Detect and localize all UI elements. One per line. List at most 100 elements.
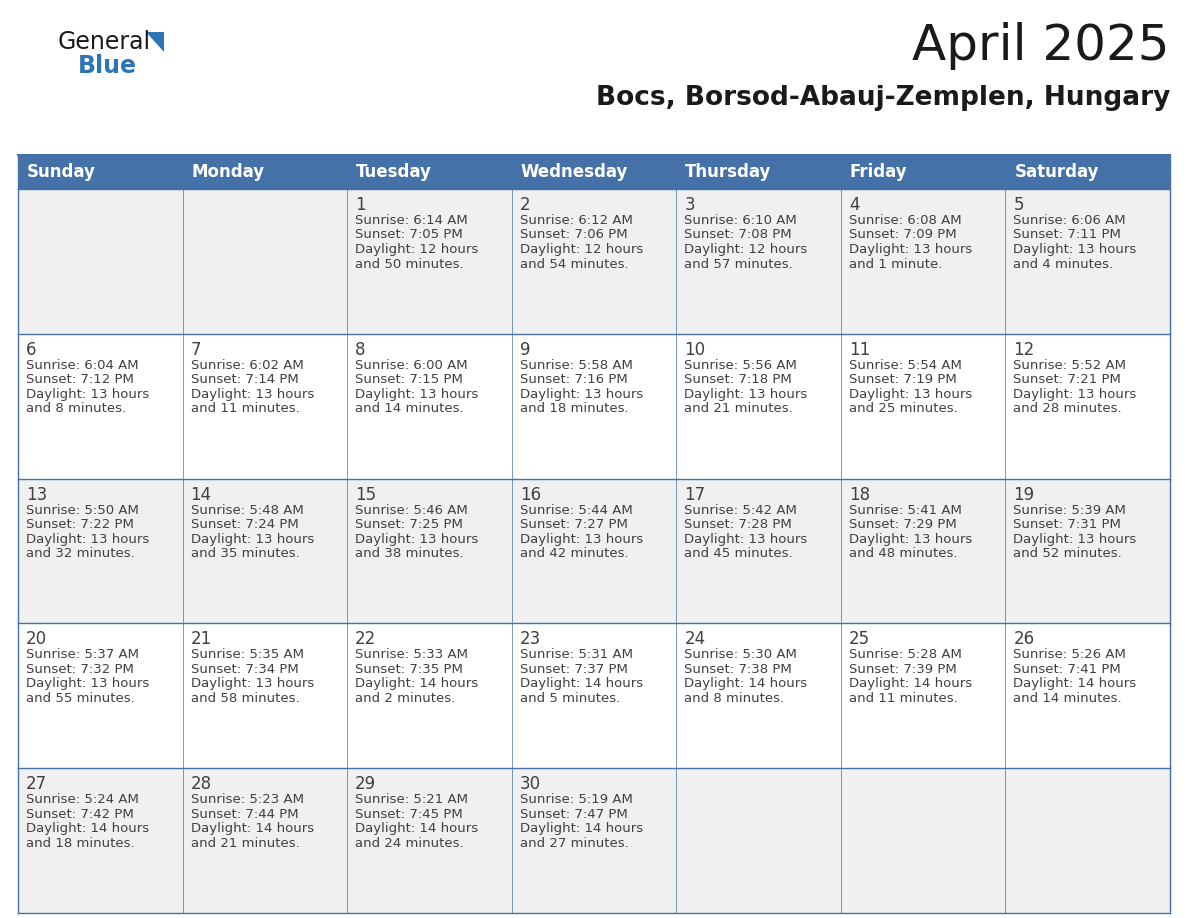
Text: Daylight: 14 hours: Daylight: 14 hours bbox=[190, 823, 314, 835]
Text: Sunset: 7:41 PM: Sunset: 7:41 PM bbox=[1013, 663, 1121, 676]
Text: Sunrise: 5:46 AM: Sunrise: 5:46 AM bbox=[355, 504, 468, 517]
Text: Sunrise: 6:14 AM: Sunrise: 6:14 AM bbox=[355, 214, 468, 227]
Text: Bocs, Borsod-Abauj-Zemplen, Hungary: Bocs, Borsod-Abauj-Zemplen, Hungary bbox=[595, 85, 1170, 111]
Text: Daylight: 14 hours: Daylight: 14 hours bbox=[519, 823, 643, 835]
Text: Sunset: 7:32 PM: Sunset: 7:32 PM bbox=[26, 663, 134, 676]
Text: Daylight: 14 hours: Daylight: 14 hours bbox=[355, 677, 479, 690]
Text: Sunrise: 5:30 AM: Sunrise: 5:30 AM bbox=[684, 648, 797, 661]
Text: Sunset: 7:44 PM: Sunset: 7:44 PM bbox=[190, 808, 298, 821]
Text: and 18 minutes.: and 18 minutes. bbox=[519, 402, 628, 415]
Text: and 24 minutes.: and 24 minutes. bbox=[355, 836, 463, 850]
Text: 20: 20 bbox=[26, 631, 48, 648]
Text: Sunset: 7:28 PM: Sunset: 7:28 PM bbox=[684, 518, 792, 532]
Text: 16: 16 bbox=[519, 486, 541, 504]
Text: Daylight: 14 hours: Daylight: 14 hours bbox=[26, 823, 150, 835]
Text: Sunrise: 5:31 AM: Sunrise: 5:31 AM bbox=[519, 648, 633, 661]
Bar bbox=[18, 334, 1170, 478]
Text: Sunrise: 5:54 AM: Sunrise: 5:54 AM bbox=[849, 359, 962, 372]
Text: 3: 3 bbox=[684, 196, 695, 214]
Text: 2: 2 bbox=[519, 196, 530, 214]
Text: Daylight: 13 hours: Daylight: 13 hours bbox=[1013, 387, 1137, 401]
Text: Sunrise: 6:08 AM: Sunrise: 6:08 AM bbox=[849, 214, 961, 227]
Text: 1: 1 bbox=[355, 196, 366, 214]
Text: 6: 6 bbox=[26, 341, 37, 359]
Text: General: General bbox=[58, 30, 151, 54]
Text: and 14 minutes.: and 14 minutes. bbox=[1013, 692, 1121, 705]
Text: 30: 30 bbox=[519, 775, 541, 793]
Text: and 8 minutes.: and 8 minutes. bbox=[684, 692, 784, 705]
Text: 8: 8 bbox=[355, 341, 366, 359]
Text: Sunrise: 6:10 AM: Sunrise: 6:10 AM bbox=[684, 214, 797, 227]
Text: Sunrise: 5:44 AM: Sunrise: 5:44 AM bbox=[519, 504, 632, 517]
Text: Sunset: 7:05 PM: Sunset: 7:05 PM bbox=[355, 229, 463, 241]
Text: Sunrise: 6:06 AM: Sunrise: 6:06 AM bbox=[1013, 214, 1126, 227]
Text: Daylight: 14 hours: Daylight: 14 hours bbox=[684, 677, 808, 690]
Text: and 18 minutes.: and 18 minutes. bbox=[26, 836, 134, 850]
Text: 13: 13 bbox=[26, 486, 48, 504]
Text: Sunrise: 5:56 AM: Sunrise: 5:56 AM bbox=[684, 359, 797, 372]
Text: 5: 5 bbox=[1013, 196, 1024, 214]
Text: Daylight: 12 hours: Daylight: 12 hours bbox=[355, 243, 479, 256]
Text: 28: 28 bbox=[190, 775, 211, 793]
Text: Sunrise: 5:21 AM: Sunrise: 5:21 AM bbox=[355, 793, 468, 806]
Text: Sunset: 7:16 PM: Sunset: 7:16 PM bbox=[519, 374, 627, 386]
Polygon shape bbox=[146, 32, 164, 52]
Text: 14: 14 bbox=[190, 486, 211, 504]
Text: Sunrise: 5:52 AM: Sunrise: 5:52 AM bbox=[1013, 359, 1126, 372]
Text: 21: 21 bbox=[190, 631, 211, 648]
Text: Sunday: Sunday bbox=[27, 163, 96, 181]
Text: Sunrise: 6:12 AM: Sunrise: 6:12 AM bbox=[519, 214, 632, 227]
Text: Daylight: 13 hours: Daylight: 13 hours bbox=[190, 677, 314, 690]
Text: 19: 19 bbox=[1013, 486, 1035, 504]
Text: 26: 26 bbox=[1013, 631, 1035, 648]
Text: 29: 29 bbox=[355, 775, 377, 793]
Text: Sunrise: 5:42 AM: Sunrise: 5:42 AM bbox=[684, 504, 797, 517]
Text: Daylight: 13 hours: Daylight: 13 hours bbox=[26, 387, 150, 401]
Bar bbox=[18, 155, 183, 189]
Text: 22: 22 bbox=[355, 631, 377, 648]
Text: Daylight: 13 hours: Daylight: 13 hours bbox=[849, 387, 972, 401]
Text: Sunset: 7:25 PM: Sunset: 7:25 PM bbox=[355, 518, 463, 532]
Text: and 11 minutes.: and 11 minutes. bbox=[849, 692, 958, 705]
Text: Sunset: 7:39 PM: Sunset: 7:39 PM bbox=[849, 663, 956, 676]
Text: Daylight: 13 hours: Daylight: 13 hours bbox=[849, 532, 972, 545]
Text: and 32 minutes.: and 32 minutes. bbox=[26, 547, 134, 560]
Text: Sunrise: 6:00 AM: Sunrise: 6:00 AM bbox=[355, 359, 468, 372]
Text: and 38 minutes.: and 38 minutes. bbox=[355, 547, 463, 560]
Text: Sunrise: 5:33 AM: Sunrise: 5:33 AM bbox=[355, 648, 468, 661]
Text: 7: 7 bbox=[190, 341, 201, 359]
Text: and 25 minutes.: and 25 minutes. bbox=[849, 402, 958, 415]
Text: and 8 minutes.: and 8 minutes. bbox=[26, 402, 126, 415]
Text: April 2025: April 2025 bbox=[912, 22, 1170, 70]
Text: and 11 minutes.: and 11 minutes. bbox=[190, 402, 299, 415]
Text: Sunset: 7:14 PM: Sunset: 7:14 PM bbox=[190, 374, 298, 386]
Text: Sunset: 7:06 PM: Sunset: 7:06 PM bbox=[519, 229, 627, 241]
Text: Sunset: 7:12 PM: Sunset: 7:12 PM bbox=[26, 374, 134, 386]
Text: Blue: Blue bbox=[78, 54, 137, 78]
Text: Sunset: 7:29 PM: Sunset: 7:29 PM bbox=[849, 518, 956, 532]
Bar bbox=[512, 155, 676, 189]
Text: Sunrise: 5:58 AM: Sunrise: 5:58 AM bbox=[519, 359, 632, 372]
Text: Sunset: 7:11 PM: Sunset: 7:11 PM bbox=[1013, 229, 1121, 241]
Text: Wednesday: Wednesday bbox=[520, 163, 628, 181]
Text: and 58 minutes.: and 58 minutes. bbox=[190, 692, 299, 705]
Text: Daylight: 14 hours: Daylight: 14 hours bbox=[519, 677, 643, 690]
Text: and 42 minutes.: and 42 minutes. bbox=[519, 547, 628, 560]
Text: Tuesday: Tuesday bbox=[356, 163, 432, 181]
Text: Sunset: 7:19 PM: Sunset: 7:19 PM bbox=[849, 374, 956, 386]
Text: and 54 minutes.: and 54 minutes. bbox=[519, 258, 628, 271]
Text: Daylight: 14 hours: Daylight: 14 hours bbox=[849, 677, 972, 690]
Bar bbox=[676, 155, 841, 189]
Text: Sunset: 7:08 PM: Sunset: 7:08 PM bbox=[684, 229, 792, 241]
Text: Sunrise: 5:26 AM: Sunrise: 5:26 AM bbox=[1013, 648, 1126, 661]
Text: Sunset: 7:37 PM: Sunset: 7:37 PM bbox=[519, 663, 627, 676]
Text: and 50 minutes.: and 50 minutes. bbox=[355, 258, 463, 271]
Text: Daylight: 13 hours: Daylight: 13 hours bbox=[1013, 532, 1137, 545]
Bar bbox=[18, 623, 1170, 768]
Text: and 35 minutes.: and 35 minutes. bbox=[190, 547, 299, 560]
Text: Daylight: 13 hours: Daylight: 13 hours bbox=[684, 532, 808, 545]
Text: Monday: Monday bbox=[191, 163, 265, 181]
Text: and 2 minutes.: and 2 minutes. bbox=[355, 692, 455, 705]
Text: and 27 minutes.: and 27 minutes. bbox=[519, 836, 628, 850]
Text: 9: 9 bbox=[519, 341, 530, 359]
